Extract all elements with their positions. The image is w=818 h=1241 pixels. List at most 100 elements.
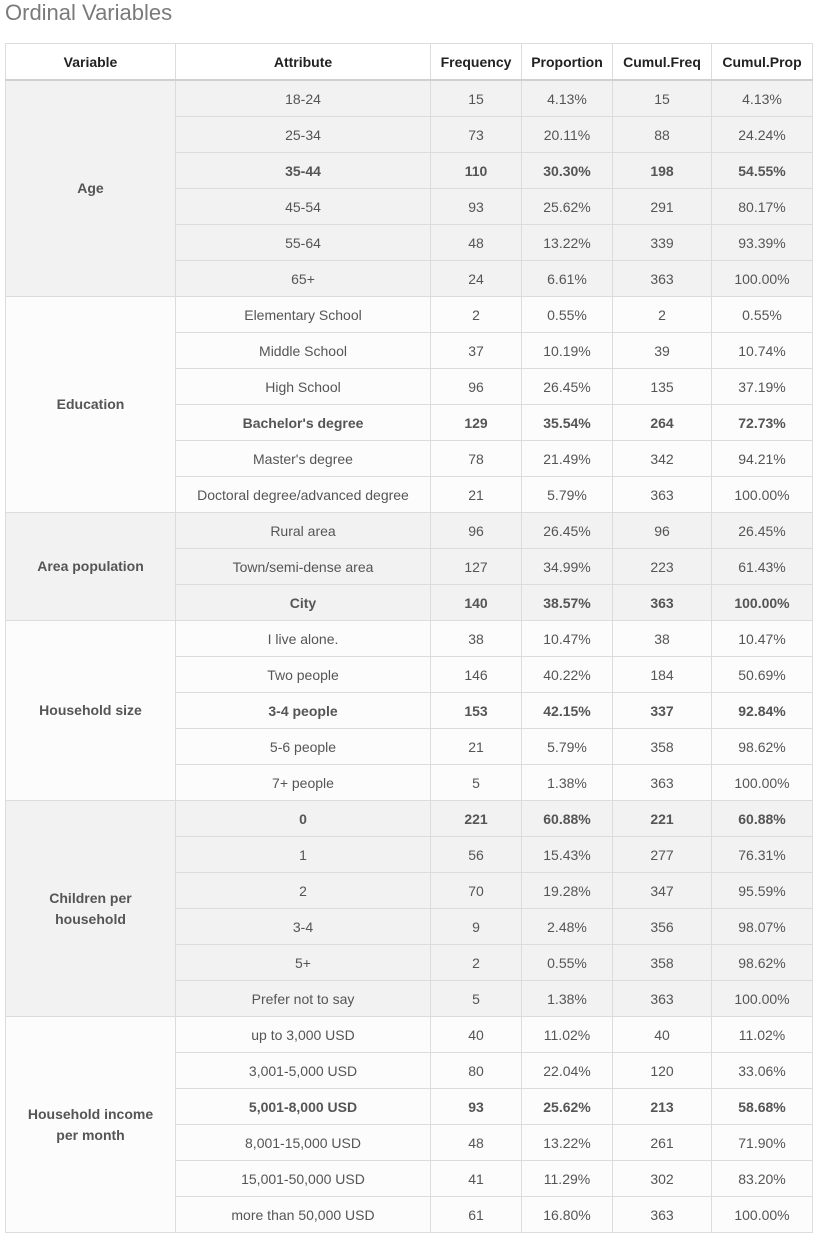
frequency-cell: 56 (430, 836, 522, 873)
table-row: 55-64 48 13.22% 339 93.39% (6, 224, 813, 261)
frequency-cell: 48 (430, 1124, 522, 1161)
proportion-cell: 6.61% (521, 260, 613, 297)
cumul-freq-cell: 291 (612, 188, 712, 225)
proportion-cell: 0.55% (521, 296, 613, 333)
frequency-cell: 93 (430, 1088, 522, 1125)
cumul-prop-cell: 100.00% (711, 1196, 813, 1233)
cumul-prop-cell: 100.00% (711, 476, 813, 513)
table-row: City 140 38.57% 363 100.00% (6, 584, 813, 621)
attribute-cell: 15,001-50,000 USD (175, 1160, 431, 1197)
frequency-cell: 140 (430, 584, 522, 621)
cumul-freq-cell: 39 (612, 332, 712, 369)
table-row: Household income per month up to 3,000 US… (5, 1016, 813, 1233)
table-row: 25-34 73 20.11% 88 24.24% (6, 116, 813, 153)
cumul-freq-cell: 302 (612, 1160, 712, 1197)
cumul-freq-cell: 261 (612, 1124, 712, 1161)
attribute-cell: 8,001-15,000 USD (175, 1124, 431, 1161)
cumul-freq-cell: 356 (612, 908, 712, 945)
attribute-cell: Two people (175, 656, 431, 693)
attribute-cell: 1 (175, 836, 431, 873)
frequency-cell: 221 (430, 800, 522, 837)
proportion-cell: 13.22% (521, 1124, 613, 1161)
attribute-cell: 2 (175, 872, 431, 909)
proportion-cell: 30.30% (521, 152, 613, 189)
table-row: Bachelor's degree 129 35.54% 264 72.73% (6, 404, 813, 441)
proportion-cell: 42.15% (521, 692, 613, 729)
table-row: Education Elementary School 2 0.55% 2 0.55% (5, 296, 813, 513)
cumul-prop-cell: 95.59% (711, 872, 813, 909)
table-row: 5-6 people 21 5.79% 358 98.62% (6, 728, 813, 765)
attribute-cell: High School (175, 368, 431, 405)
cumul-freq-cell: 363 (612, 476, 712, 513)
frequency-cell: 110 (430, 152, 522, 189)
header-row: Variable Attribute Frequency Proportion … (5, 43, 813, 81)
header-cumul-freq: Cumul.Freq (612, 43, 712, 81)
proportion-cell: 25.62% (521, 188, 613, 225)
table-row: Age 18-24 15 4.13% 15 4.13% (5, 79, 813, 297)
table-row: Children per household 0 221 60.88% 221 60.88… (5, 800, 813, 1017)
table-row: 8,001-15,000 USD 48 13.22% 261 71.90% (6, 1124, 813, 1161)
cumul-freq-cell: 40 (612, 1016, 712, 1053)
attribute-cell: Master's degree (175, 440, 431, 477)
attribute-cell: up to 3,000 USD (175, 1016, 431, 1053)
frequency-cell: 96 (430, 512, 522, 549)
attribute-cell: 5,001-8,000 USD (175, 1088, 431, 1125)
frequency-cell: 70 (430, 872, 522, 909)
ordinal-variables-table: Variable Attribute Frequency Proportion … (5, 43, 813, 1233)
table-row: 45-54 93 25.62% 291 80.17% (6, 188, 813, 225)
attribute-cell: Middle School (175, 332, 431, 369)
frequency-cell: 24 (430, 260, 522, 297)
attribute-cell: 25-34 (175, 116, 431, 153)
cumul-freq-cell: 96 (612, 512, 712, 549)
header-variable: Variable (5, 43, 176, 81)
cumul-freq-cell: 135 (612, 368, 712, 405)
cumul-freq-cell: 337 (612, 692, 712, 729)
table-row: 2 70 19.28% 347 95.59% (6, 872, 813, 909)
frequency-cell: 5 (430, 980, 522, 1017)
attribute-cell: City (175, 584, 431, 621)
table-row: Area population Rural area 96 26.45% 96 26.45… (5, 512, 813, 621)
cumul-prop-cell: 26.45% (711, 512, 813, 549)
cumul-prop-cell: 37.19% (711, 368, 813, 405)
variable-cell: Household income per month (5, 1016, 176, 1233)
variable-cell: Education (5, 296, 176, 513)
cumul-freq-cell: 213 (612, 1088, 712, 1125)
cumul-prop-cell: 11.02% (711, 1016, 813, 1053)
proportion-cell: 25.62% (521, 1088, 613, 1125)
cumul-prop-cell: 0.55% (711, 296, 813, 333)
attribute-cell: Prefer not to say (175, 980, 431, 1017)
cumul-freq-cell: 363 (612, 1196, 712, 1233)
attribute-cell: 3-4 people (175, 692, 431, 729)
table-row: 5+ 2 0.55% 358 98.62% (6, 944, 813, 981)
cumul-freq-cell: 363 (612, 260, 712, 297)
cumul-freq-cell: 2 (612, 296, 712, 333)
cumul-prop-cell: 72.73% (711, 404, 813, 441)
cumul-freq-cell: 363 (612, 584, 712, 621)
table-header: Variable Attribute Frequency Proportion … (5, 43, 813, 81)
attribute-cell: Town/semi-dense area (175, 548, 431, 585)
cumul-freq-cell: 120 (612, 1052, 712, 1089)
frequency-cell: 129 (430, 404, 522, 441)
variable-cell: Children per household (5, 800, 176, 1017)
header-frequency: Frequency (430, 43, 522, 81)
proportion-cell: 20.11% (521, 116, 613, 153)
attribute-cell: 3,001-5,000 USD (175, 1052, 431, 1089)
cumul-freq-cell: 221 (612, 800, 712, 837)
cumul-prop-cell: 80.17% (711, 188, 813, 225)
attribute-cell: 65+ (175, 260, 431, 297)
variable-cell: Household size (5, 620, 176, 801)
attribute-cell: Elementary School (175, 296, 431, 333)
table-row: Prefer not to say 5 1.38% 363 100.00% (6, 980, 813, 1017)
frequency-cell: 41 (430, 1160, 522, 1197)
table-row: 65+ 24 6.61% 363 100.00% (6, 260, 813, 297)
table-row: High School 96 26.45% 135 37.19% (6, 368, 813, 405)
cumul-prop-cell: 93.39% (711, 224, 813, 261)
table-row: 5,001-8,000 USD 93 25.62% 213 58.68% (6, 1088, 813, 1125)
attribute-cell: 0 (175, 800, 431, 837)
proportion-cell: 1.38% (521, 764, 613, 801)
proportion-cell: 5.79% (521, 476, 613, 513)
proportion-cell: 19.28% (521, 872, 613, 909)
proportion-cell: 40.22% (521, 656, 613, 693)
proportion-cell: 11.29% (521, 1160, 613, 1197)
cumul-freq-cell: 277 (612, 836, 712, 873)
